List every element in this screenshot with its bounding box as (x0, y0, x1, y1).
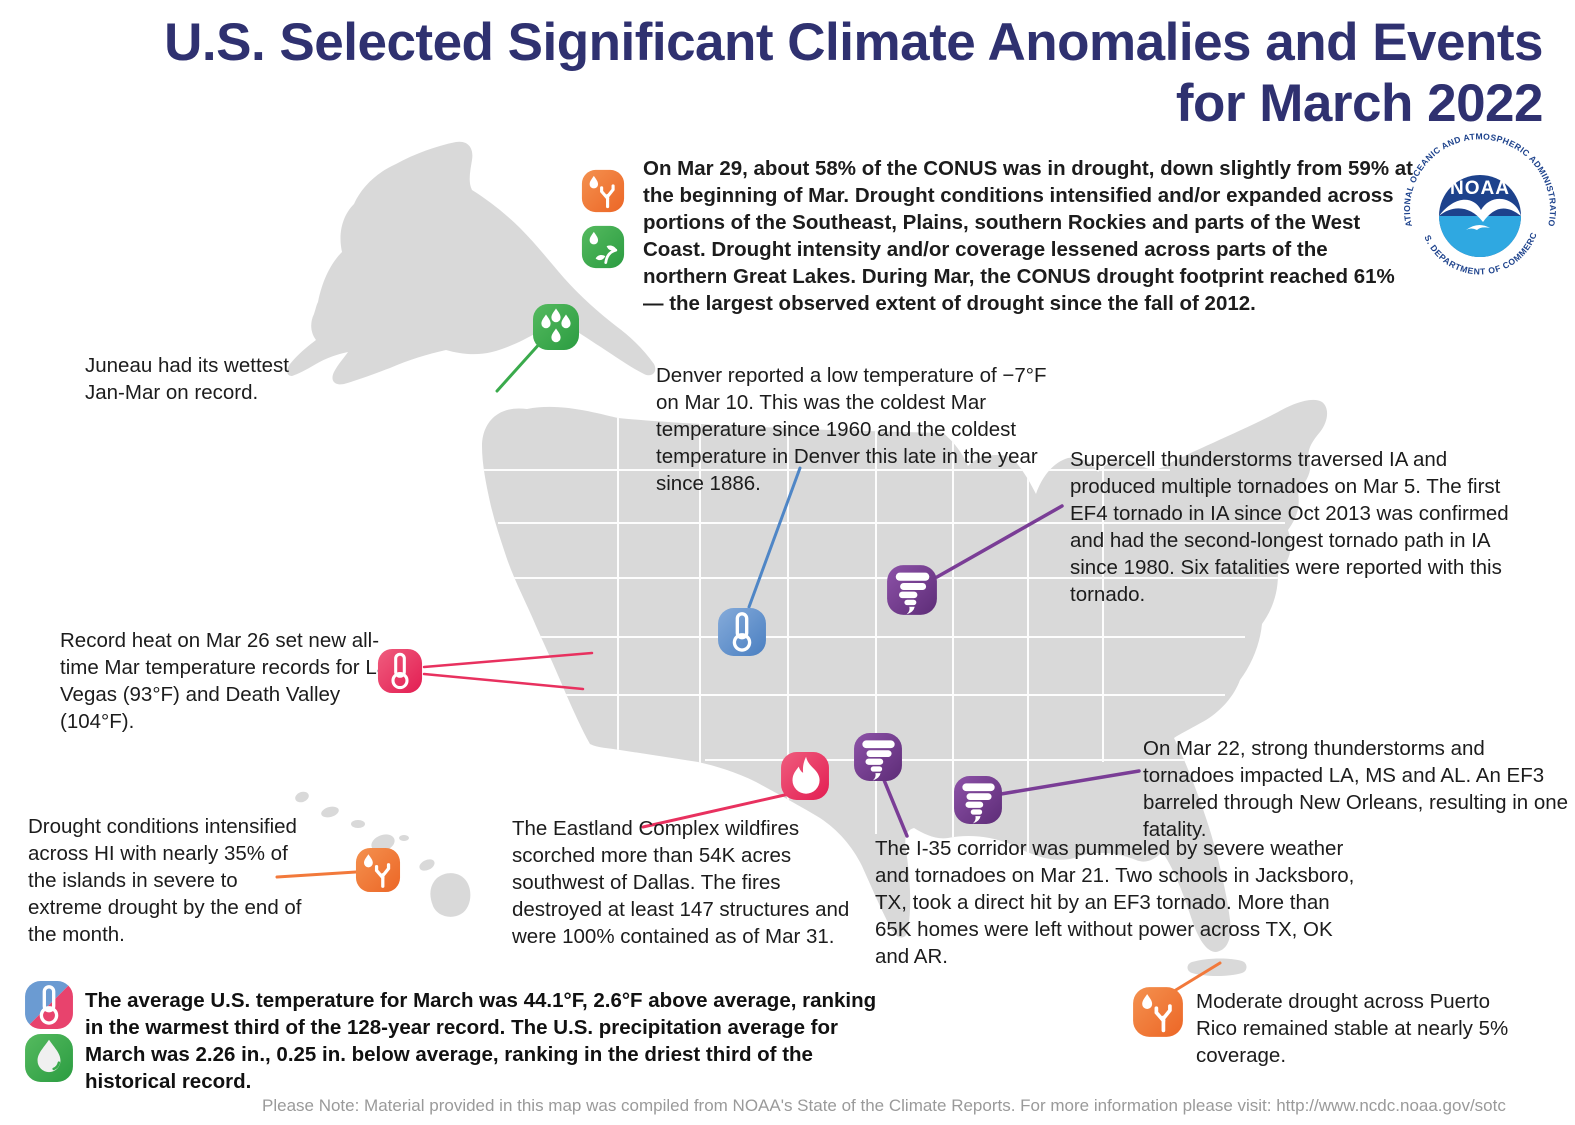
noaa-emblem-sea (1439, 216, 1521, 257)
connector-vegas-2 (422, 672, 585, 691)
page-title: U.S. Selected Significant Climate Anomal… (164, 12, 1543, 135)
noaa-gull-icon (1439, 198, 1521, 222)
summary-text: The average U.S. temperature for March w… (85, 989, 877, 1093)
state-borders (482, 400, 1288, 856)
noaa-logo: NOAA NATIONAL OCEANIC AND ATMOSPHERIC AD… (1398, 130, 1558, 277)
callout-puerto-rico: Moderate drought across Puerto Rico rema… (1196, 990, 1509, 1067)
puerto-rico-shape (1187, 958, 1247, 976)
callout-iowa-tornado: Supercell thunderstorms traversed IA and… (1070, 448, 1509, 606)
callout-i35-tornado: The I-35 corridor was pummeled by severe… (875, 837, 1355, 968)
rain-drops-icon (532, 303, 580, 351)
drought-icon (355, 847, 401, 893)
page-title-line1: U.S. Selected Significant Climate Anomal… (164, 13, 1543, 72)
tornado-icon (853, 732, 903, 782)
tornado-icon (886, 564, 938, 616)
page-title-line2: for March 2022 (1175, 74, 1544, 134)
footer-note: Please Note: Material provided in this m… (262, 1096, 1506, 1115)
connector-vegas-1 (422, 651, 594, 669)
noaa-acronym: NOAA (1450, 178, 1510, 199)
callout-gulf-tornado: On Mar 22, strong thunderstorms and torn… (1143, 737, 1569, 841)
callout-record-heat: Record heat on Mar 26 set new all-time M… (60, 629, 399, 733)
callout-conus-drought: On Mar 29, about 58% of the CONUS was in… (643, 157, 1413, 315)
fire-icon (780, 751, 830, 801)
sprout-recovery-icon (581, 225, 625, 269)
hawaii-shape (295, 791, 471, 917)
precipitation-average-icon (24, 1033, 74, 1083)
alaska-shape (287, 141, 656, 385)
drought-icon (581, 169, 625, 213)
temperature-average-icon (24, 980, 74, 1030)
callout-hawaii-drought: Drought conditions intensified across HI… (28, 815, 302, 946)
connector-hawaii (275, 870, 358, 879)
connector-i35 (882, 778, 909, 838)
drought-icon (1132, 986, 1184, 1038)
callout-eastland-fire: The Eastland Complex wildfires scorched … (512, 817, 850, 948)
connector-gulf (999, 769, 1141, 796)
cold-thermometer-icon (717, 607, 767, 657)
heat-thermometer-icon (377, 648, 423, 694)
connector-iowa (935, 504, 1064, 579)
callout-juneau: Juneau had its wettest Jan-Mar on record… (85, 354, 289, 404)
callout-denver: Denver reported a low temperature of −7°… (656, 364, 1047, 495)
tornado-icon (953, 775, 1003, 825)
connector-denver (747, 466, 802, 609)
connector-eastland (641, 792, 791, 829)
noaa-gull-small-icon (1466, 224, 1490, 230)
